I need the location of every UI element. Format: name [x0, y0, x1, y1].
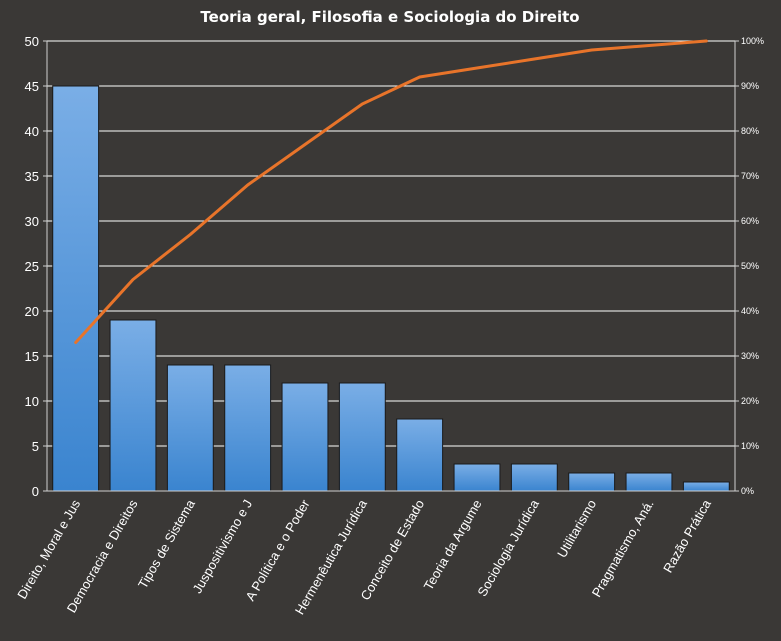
category-label: Teoria da Argume — [421, 497, 485, 593]
bar — [52, 85, 100, 492]
category-label: A Política e o Poder — [243, 496, 313, 603]
y2-tick-label: 100% — [741, 36, 764, 46]
y2-tick-label: 60% — [741, 216, 759, 226]
bar — [109, 319, 157, 492]
cumulative-line — [74, 39, 708, 344]
category-label: Conceito de Estado — [358, 497, 428, 603]
bar — [396, 418, 444, 492]
bar — [281, 382, 329, 492]
y2-tick-label: 40% — [741, 306, 759, 316]
right-axis-ticks: 0% 10% 20% 30% 40% 50% 60% 70% 80% 90% 100% — [741, 36, 764, 496]
y-tick-label: 0 — [32, 484, 39, 499]
y-tick-label: 40 — [25, 124, 39, 139]
y-tick-label: 10 — [25, 394, 39, 409]
bar — [625, 472, 673, 492]
left-axis-ticks: 0 5 10 15 20 25 30 35 40 45 50 — [25, 34, 39, 499]
y-tick-label: 35 — [25, 169, 39, 184]
axes — [43, 40, 739, 492]
y2-tick-label: 70% — [741, 171, 759, 181]
category-label: Sociologia Jurídica — [474, 496, 542, 599]
y-tick-label: 20 — [25, 304, 39, 319]
y-tick-label: 30 — [25, 214, 39, 229]
bar — [453, 463, 501, 492]
chart-title: Teoria geral, Filosofia e Sociologia do … — [200, 8, 579, 26]
y2-tick-label: 80% — [741, 126, 759, 136]
bar — [568, 472, 616, 492]
category-label: Tipos de Sistema — [135, 496, 198, 591]
bar — [510, 463, 558, 492]
y-tick-label: 45 — [25, 79, 39, 94]
category-label: Razão Prática — [660, 496, 714, 575]
bar — [166, 364, 214, 492]
y2-tick-label: 0% — [741, 486, 754, 496]
y-tick-label: 50 — [25, 34, 39, 49]
y2-tick-label: 10% — [741, 441, 759, 451]
y2-tick-label: 90% — [741, 81, 759, 91]
y-tick-label: 25 — [25, 259, 39, 274]
y2-tick-label: 30% — [741, 351, 759, 361]
bars — [52, 85, 730, 492]
y2-tick-label: 50% — [741, 261, 759, 271]
y-tick-label: 5 — [32, 439, 39, 454]
category-label: Juspositivismo e J — [190, 497, 256, 596]
category-label: Utilitarismo — [554, 497, 599, 560]
bar — [338, 382, 386, 492]
y-tick-label: 15 — [25, 349, 39, 364]
bar — [682, 481, 730, 492]
gridlines — [47, 40, 735, 447]
category-label: Direito, Moral e Jus — [14, 497, 83, 602]
cumulative-line-layer — [74, 39, 708, 344]
category-label: Pragmatismo, Aná. — [589, 497, 657, 600]
bar — [224, 364, 272, 492]
y2-tick-label: 20% — [741, 396, 759, 406]
